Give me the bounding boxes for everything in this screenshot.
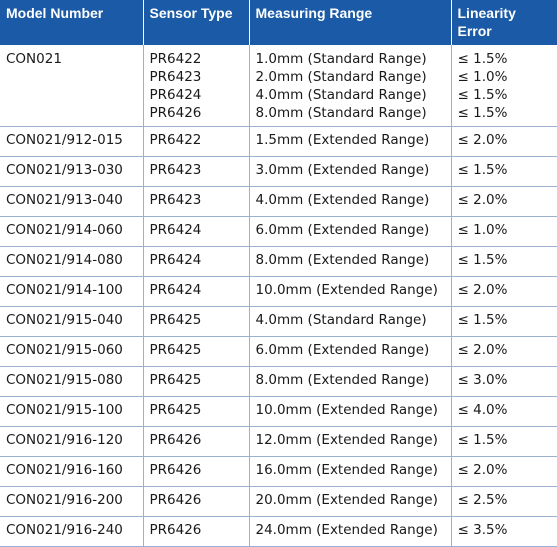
cell-measuring-range: 24.0mm (Extended Range) [249,516,452,547]
cell-sensor-type: PR6425 [143,366,250,397]
cell-sensor-type: PR6425 [143,396,250,427]
cell-linearity-error: ≤ 1.0% [451,216,557,247]
cell-measuring-range: 8.0mm (Extended Range) [249,366,452,397]
header-linearity-line1: Linearity [457,5,516,21]
header-linearity-line2: Error [457,23,492,39]
cell-model-number: CON021/915-080 [0,366,144,397]
cell-measuring-range: 8.0mm (Extended Range) [249,246,452,277]
cell-linearity-error: ≤ 2.0% [451,186,557,217]
range-value: 1.0mm (Standard Range) [255,51,427,67]
cell-model-number: CON021/914-080 [0,246,144,277]
cell-linearity-error: ≤ 1.5% [451,426,557,457]
range-value: 8.0mm (Standard Range) [255,105,427,121]
cell-model-number: CON021/913-040 [0,186,144,217]
cell-measuring-range: 6.0mm (Extended Range) [249,336,452,367]
cell-measuring-range: 1.0mm (Standard Range) 2.0mm (Standard R… [249,45,452,127]
table-row: CON021 PR6422 PR6423 PR6424 PR6426 1.0mm… [0,45,557,127]
cell-linearity-error: ≤ 2.0% [451,126,557,157]
table-row: CON021/915-080 PR6425 8.0mm (Extended Rang… [0,366,557,397]
cell-linearity-error: ≤ 1.5% ≤ 1.0% ≤ 1.5% ≤ 1.5% [451,45,557,127]
table-row: CON021/916-240 PR6426 24.0mm (Extended Ran… [0,516,557,547]
cell-sensor-type: PR6426 [143,456,250,487]
cell-sensor-type: PR6422 PR6423 PR6424 PR6426 [143,45,250,127]
table-row: CON021/913-030 PR6423 3.0mm (Extended Rang… [0,156,557,187]
cell-model-number: CON021/914-100 [0,276,144,307]
cell-model-number: CON021/912-015 [0,126,144,157]
table-row: CON021/916-200 PR6426 20.0mm (Extended Ran… [0,486,557,517]
cell-sensor-type: PR6423 [143,186,250,217]
cell-measuring-range: 6.0mm (Extended Range) [249,216,452,247]
header-row: Model Number Sensor Type Measuring Range… [0,0,557,45]
cell-sensor-type: PR6426 [143,486,250,517]
sensor-value: PR6424 [149,87,202,103]
cell-linearity-error: ≤ 1.5% [451,156,557,187]
range-value: 2.0mm (Standard Range) [255,69,427,85]
error-value: ≤ 1.5% [457,105,508,121]
table-row: CON021/915-060 PR6425 6.0mm (Extended Rang… [0,336,557,367]
table-row: CON021/916-120 PR6426 12.0mm (Extended Ran… [0,426,557,457]
cell-model-number: CON021/915-060 [0,336,144,367]
sensor-value: PR6426 [149,105,202,121]
table-row: CON021/912-015 PR6422 1.5mm (Extended Rang… [0,126,557,157]
cell-linearity-error: ≤ 3.5% [451,516,557,547]
cell-sensor-type: PR6424 [143,216,250,247]
cell-measuring-range: 16.0mm (Extended Range) [249,456,452,487]
range-value: 4.0mm (Standard Range) [255,87,427,103]
cell-measuring-range: 12.0mm (Extended Range) [249,426,452,457]
cell-linearity-error: ≤ 3.0% [451,366,557,397]
cell-measuring-range: 20.0mm (Extended Range) [249,486,452,517]
table-row: CON021/914-060 PR6424 6.0mm (Extended Rang… [0,216,557,247]
sensor-value: PR6423 [149,69,202,85]
table-row: CON021/915-040 PR6425 4.0mm (Standard Rang… [0,306,557,337]
header-model-number: Model Number [0,0,144,45]
error-value: ≤ 1.0% [457,69,508,85]
cell-sensor-type: PR6425 [143,306,250,337]
cell-model-number: CON021/914-060 [0,216,144,247]
cell-linearity-error: ≤ 2.0% [451,276,557,307]
cell-linearity-error: ≤ 4.0% [451,396,557,427]
cell-sensor-type: PR6424 [143,246,250,277]
cell-linearity-error: ≤ 1.5% [451,306,557,337]
cell-measuring-range: 10.0mm (Extended Range) [249,276,452,307]
table-row: CON021/914-080 PR6424 8.0mm (Extended Rang… [0,246,557,277]
cell-model-number: CON021/916-120 [0,426,144,457]
cell-linearity-error: ≤ 2.0% [451,336,557,367]
cell-model-number: CON021/916-160 [0,456,144,487]
cell-sensor-type: PR6426 [143,426,250,457]
header-linearity-error: Linearity Error [451,0,557,45]
cell-model-number: CON021/916-240 [0,516,144,547]
table-row: CON021/914-100 PR6424 10.0mm (Extended Ran… [0,276,557,307]
cell-model-number: CON021/916-200 [0,486,144,517]
cell-model-number: CON021/915-100 [0,396,144,427]
error-value: ≤ 1.5% [457,87,508,103]
cell-model-number: CON021 [0,45,144,127]
cell-linearity-error: ≤ 1.5% [451,246,557,277]
cell-sensor-type: PR6422 [143,126,250,157]
cell-measuring-range: 10.0mm (Extended Range) [249,396,452,427]
cell-linearity-error: ≤ 2.5% [451,486,557,517]
cell-model-number: CON021/915-040 [0,306,144,337]
error-value: ≤ 1.5% [457,51,508,67]
cell-measuring-range: 4.0mm (Standard Range) [249,306,452,337]
cell-measuring-range: 4.0mm (Extended Range) [249,186,452,217]
sensor-value: PR6422 [149,51,202,67]
cell-measuring-range: 3.0mm (Extended Range) [249,156,452,187]
table-row: CON021/913-040 PR6423 4.0mm (Extended Rang… [0,186,557,217]
header-measuring-range: Measuring Range [249,0,452,45]
cell-sensor-type: PR6423 [143,156,250,187]
header-sensor-type: Sensor Type [143,0,250,45]
cell-model-number: CON021/913-030 [0,156,144,187]
table-row: CON021/916-160 PR6426 16.0mm (Extended Ran… [0,456,557,487]
cell-sensor-type: PR6426 [143,516,250,547]
table-row: CON021/915-100 PR6425 10.0mm (Extended Ran… [0,396,557,427]
cell-measuring-range: 1.5mm (Extended Range) [249,126,452,157]
table-body: CON021 PR6422 PR6423 PR6424 PR6426 1.0mm… [0,45,557,547]
table-header: Model Number Sensor Type Measuring Range… [0,0,557,45]
cell-linearity-error: ≤ 2.0% [451,456,557,487]
cell-sensor-type: PR6425 [143,336,250,367]
cell-sensor-type: PR6424 [143,276,250,307]
